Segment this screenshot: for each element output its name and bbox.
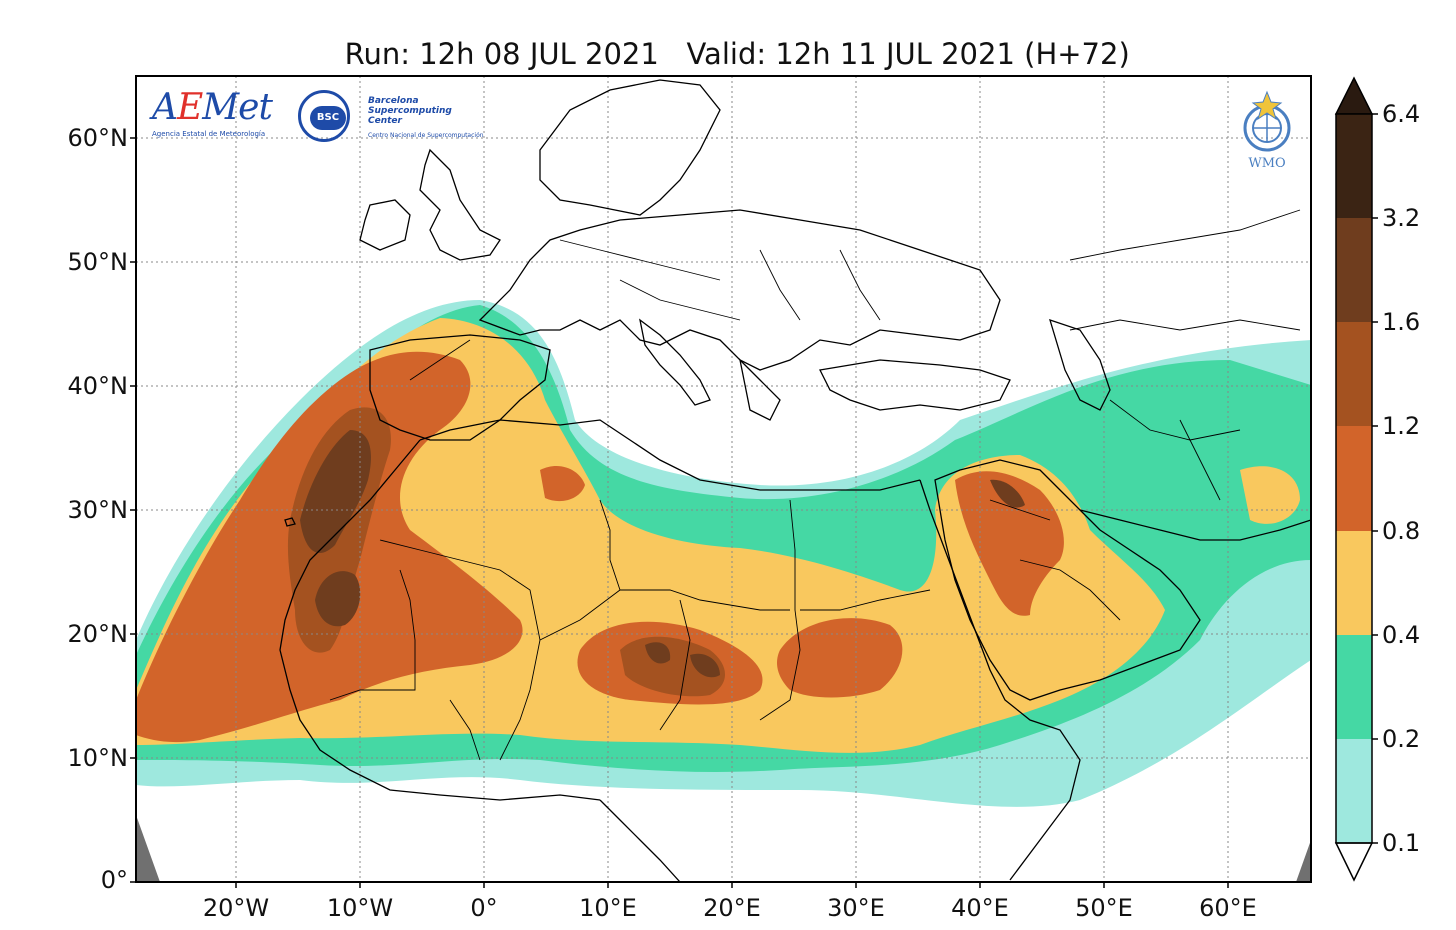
wmo-logo: WMO — [1230, 88, 1304, 174]
lon-label: 40°E — [951, 894, 1009, 922]
colorbar-frame — [1335, 113, 1373, 844]
lon-label: 0° — [470, 894, 498, 922]
coastlines — [279, 79, 1311, 882]
dust-level-0.8-sudan — [777, 618, 903, 698]
aemet-logo: AEMet Agencia Estatal de Meteorología — [152, 88, 282, 146]
colorbar-segment — [1336, 635, 1372, 739]
lat-label: 40°N — [67, 372, 129, 400]
run-label: Run: 12h 08 JUL 2021 — [344, 37, 659, 71]
aemet-letters-met: Met — [202, 87, 273, 128]
colorbar-label: 0.4 — [1382, 621, 1421, 649]
offgrid-corner-right — [1296, 840, 1311, 882]
dust-level-1.6-chad — [645, 642, 720, 678]
colorbar-label: 6.4 — [1382, 100, 1421, 128]
lon-label: 30°E — [827, 894, 885, 922]
colorbar-segment — [1336, 531, 1372, 635]
colorbar-segment — [1336, 739, 1372, 843]
colorbar — [1334, 76, 1378, 882]
dust-level-1.6-arabia — [990, 479, 1025, 508]
aemet-subtitle: Agencia Estatal de Meteorología — [152, 130, 266, 138]
colorbar-label: 1.2 — [1382, 412, 1421, 440]
dust-level-0.8-arabia — [955, 471, 1064, 616]
dust-level-1.6 — [300, 430, 371, 553]
map-title: Run: 12h 08 JUL 2021 Valid: 12h 11 JUL 2… — [0, 0, 1456, 71]
aemet-letter-e: E — [177, 87, 203, 128]
lon-label: 50°E — [1075, 894, 1133, 922]
colorbar-segment — [1336, 322, 1372, 426]
aemet-letter-a: A — [152, 87, 178, 128]
colorbar-under-arrow — [1334, 842, 1374, 882]
colorbar-segment — [1336, 426, 1372, 531]
lat-label: 60°N — [67, 124, 129, 152]
lon-label: 10°W — [326, 894, 394, 922]
colorbar-label: 0.1 — [1382, 829, 1421, 857]
dust-level-0.8-libya — [540, 465, 585, 502]
lon-label: 10°E — [579, 894, 637, 922]
colorbar-label: 0.8 — [1382, 517, 1421, 545]
dust-level-1.6-swirl — [315, 571, 361, 627]
offgrid-corner-left — [136, 815, 160, 882]
lon-label: 20°E — [703, 894, 761, 922]
bsc-circle-icon: BSC — [298, 90, 350, 142]
bsc-logo: BSC Barcelona Supercomputing Center Cent… — [298, 90, 528, 142]
lon-label: 60°E — [1199, 894, 1257, 922]
colorbar-label: 0.2 — [1382, 725, 1421, 753]
bsc-name: Barcelona Supercomputing Center — [368, 96, 452, 126]
dust-level-1.2-chad — [620, 636, 725, 697]
wmo-label: WMO — [1248, 156, 1286, 171]
wmo-emblem-icon — [1243, 90, 1291, 152]
dust-field — [136, 300, 1311, 807]
colorbar-over-arrow — [1334, 76, 1374, 115]
axis-ticks — [130, 137, 1229, 888]
lat-label: 20°N — [67, 620, 129, 648]
lat-label: 50°N — [67, 248, 129, 276]
bsc-subtitle: Centro Nacional de Supercomputación — [368, 132, 484, 139]
lat-label: 10°N — [67, 744, 129, 772]
colorbar-label: 3.2 — [1382, 204, 1421, 232]
lon-label: 20°W — [202, 894, 270, 922]
colorbar-label: 1.6 — [1382, 308, 1421, 336]
map-frame — [135, 75, 1312, 883]
map-area — [136, 76, 1311, 882]
lat-label: 0° — [100, 866, 128, 894]
bsc-badge: BSC — [310, 106, 346, 130]
dust-level-0.4-east — [1240, 466, 1300, 524]
valid-label: Valid: 12h 11 JUL 2021 (H+72) — [686, 37, 1130, 71]
colorbar-segment — [1336, 218, 1372, 322]
colorbar-segment — [1336, 114, 1372, 218]
country-borders — [329, 209, 1301, 761]
lat-label: 30°N — [67, 496, 129, 524]
